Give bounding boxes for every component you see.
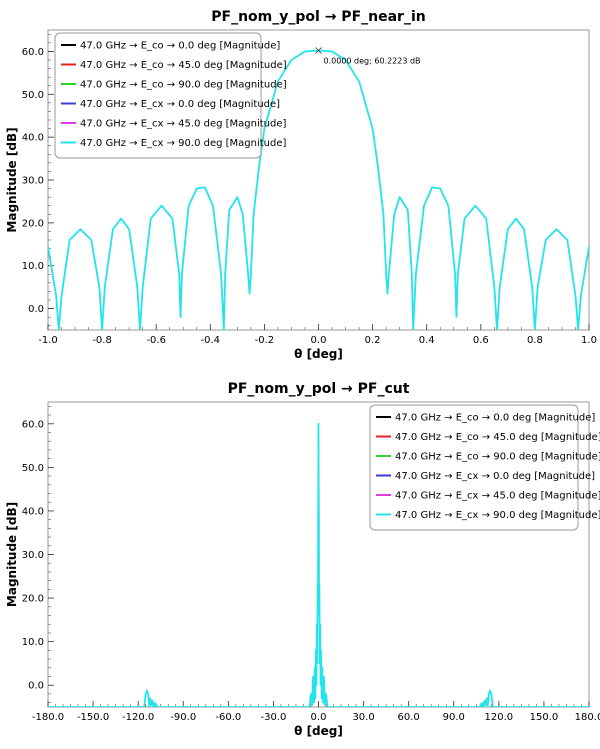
x-axis-label: θ [deg]: [294, 347, 343, 361]
y-tick-label: 20.0: [22, 594, 44, 605]
annotation-marker: [315, 47, 322, 54]
x-tick-label: 30.0: [352, 712, 374, 723]
y-tick-label: 40.0: [22, 133, 44, 144]
legend-label: 47.0 GHz → E_co → 0.0 deg [Magnitude]: [395, 413, 595, 424]
x-tick-label: 0.2: [365, 335, 381, 346]
y-tick-label: 10.0: [22, 637, 44, 648]
x-tick-label: -0.2: [255, 335, 275, 346]
near-in-chart: PF_nom_y_pol → PF_near_in 0.0 10.0 20.0 30.0…: [5, 9, 597, 361]
plot-area: [48, 422, 589, 707]
y-tick-label: 30.0: [22, 176, 44, 187]
y-tick-label: 10.0: [22, 261, 44, 272]
chart-panel-cut: PF_nom_y_pol → PF_cut 0.0 10.0 20.0 30.0 40.0…: [0, 376, 600, 745]
x-tick-label: -90.0: [170, 712, 196, 723]
x-tick-label: -120.0: [122, 712, 154, 723]
legend-label: 47.0 GHz → E_cx → 0.0 deg [Magnitude]: [395, 471, 595, 482]
x-tick-label: 150.0: [530, 712, 559, 723]
x-tick-label: -0.4: [201, 335, 221, 346]
legend-label: 47.0 GHz → E_cx → 45.0 deg [Magnitude]: [395, 491, 600, 502]
series-line: [48, 422, 589, 707]
y-tick-label: 50.0: [22, 90, 44, 101]
x-tick-label: 0.0: [311, 712, 327, 723]
legend-box: [369, 404, 579, 531]
x-tick-label: -30.0: [260, 712, 286, 723]
chart-title: PF_nom_y_pol → PF_near_in: [211, 9, 425, 25]
legend-label: 47.0 GHz → E_cx → 90.0 deg [Magnitude]: [395, 510, 600, 521]
x-tick-label: 180.0: [575, 712, 600, 723]
y-axis-label: Magnitude [dB]: [5, 502, 19, 607]
x-tick-label: 0.8: [527, 335, 543, 346]
x-tick-label: 60.0: [398, 712, 420, 723]
x-tick-label: 1.0: [581, 335, 597, 346]
y-axis-label: Magnitude [dB]: [5, 127, 19, 232]
legend-label: 47.0 GHz → E_cx → 45.0 deg [Magnitude]: [80, 119, 287, 130]
legend-label: 47.0 GHz → E_cx → 0.0 deg [Magnitude]: [80, 99, 280, 110]
annotation-label: 0.0000 deg; 60.2223 dB: [324, 56, 421, 65]
legend-label: 47.0 GHz → E_co → 45.0 deg [Magnitude]: [80, 60, 287, 71]
y-tick-label: 0.0: [28, 681, 44, 692]
x-tick-label: -0.8: [92, 335, 112, 346]
y-tick-label: 40.0: [22, 506, 44, 517]
x-tick-label: 90.0: [443, 712, 465, 723]
x-tick-label: -150.0: [77, 712, 109, 723]
x-tick-label: 0.4: [419, 335, 435, 346]
y-tick-label: 50.0: [22, 463, 44, 474]
y-tick-label: 60.0: [22, 47, 44, 58]
legend-label: 47.0 GHz → E_co → 90.0 deg [Magnitude]: [80, 80, 287, 91]
chart-panel-near-in: PF_nom_y_pol → PF_near_in 0.0 10.0 20.0 30.0…: [0, 0, 600, 372]
legend-label: 47.0 GHz → E_co → 90.0 deg [Magnitude]: [395, 452, 600, 463]
x-tick-label: -60.0: [215, 712, 241, 723]
x-axis-label: θ [deg]: [294, 724, 343, 738]
legend-label: 47.0 GHz → E_cx → 90.0 deg [Magnitude]: [80, 138, 287, 149]
y-tick-label: 30.0: [22, 550, 44, 561]
y-tick-label: 60.0: [22, 419, 44, 430]
x-tick-label: -180.0: [32, 712, 64, 723]
chart-title: PF_nom_y_pol → PF_cut: [228, 381, 410, 397]
legend-box: [54, 32, 262, 159]
x-tick-label: 0.0: [311, 335, 327, 346]
x-tick-label: 0.6: [473, 335, 489, 346]
x-tick-label: -1.0: [38, 335, 58, 346]
legend-label: 47.0 GHz → E_co → 45.0 deg [Magnitude]: [395, 432, 600, 443]
cut-chart: PF_nom_y_pol → PF_cut 0.0 10.0 20.0 30.0 40.0…: [5, 381, 600, 738]
x-tick-label: -0.6: [146, 335, 166, 346]
x-tick-label: 120.0: [485, 712, 514, 723]
legend-label: 47.0 GHz → E_co → 0.0 deg [Magnitude]: [80, 41, 280, 52]
y-tick-label: 0.0: [28, 304, 44, 315]
y-tick-label: 20.0: [22, 218, 44, 229]
